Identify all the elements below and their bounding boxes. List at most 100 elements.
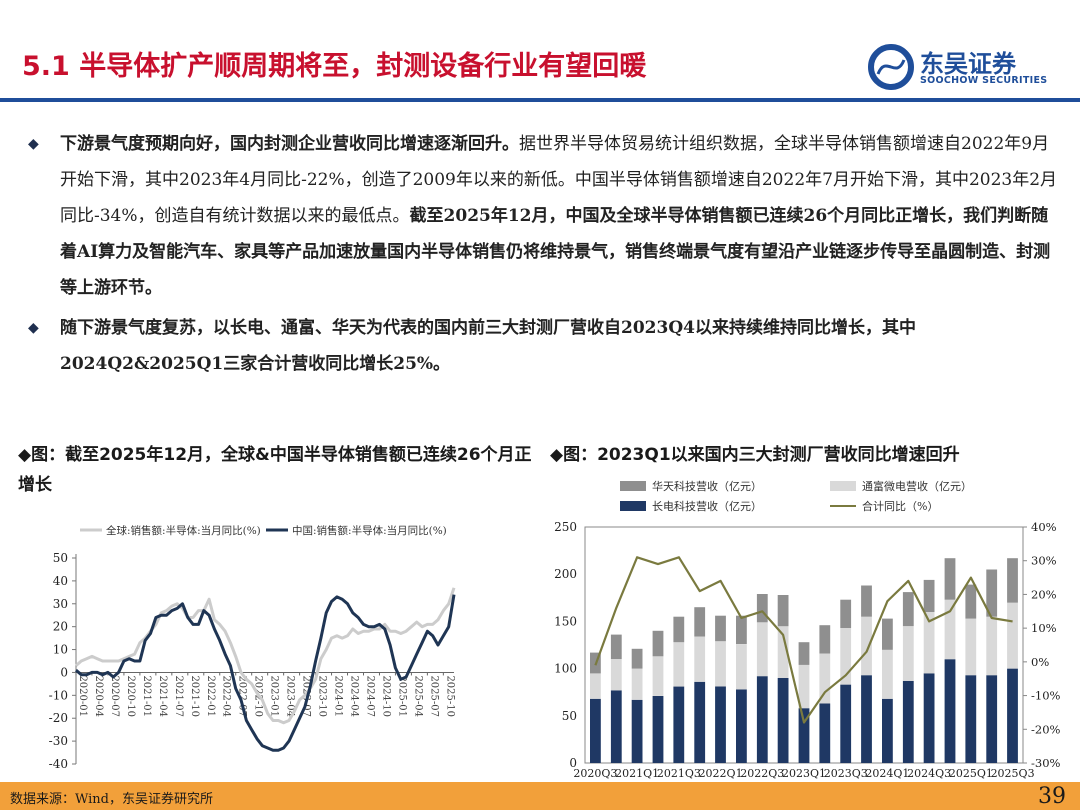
- y-tick-label: 30: [53, 597, 68, 611]
- x-tick-label: 2024Q1: [865, 767, 909, 780]
- bar-changdian: [652, 696, 664, 763]
- diamond-bullet-icon: ◆: [28, 136, 39, 152]
- x-tick-label: 2025-07: [428, 675, 439, 717]
- page-number: 39: [1038, 784, 1066, 809]
- source-note: 数据来源：Wind，东吴证券研究所: [10, 792, 213, 807]
- bar-changdian: [923, 673, 935, 763]
- bar-tongfu: [861, 616, 872, 676]
- x-tick-label: 2025-10: [444, 675, 455, 717]
- bar-tongfu: [965, 618, 977, 676]
- footer: 数据来源：Wind，东吴证券研究所 39: [0, 782, 1080, 810]
- y-tick-label: 50: [562, 709, 577, 723]
- logo-text: 东吴证券: [920, 50, 1016, 78]
- y2-tick-label: 10%: [1031, 621, 1057, 635]
- bar-tongfu: [819, 653, 831, 704]
- bar-changdian: [1007, 668, 1018, 763]
- x-tick-label: 2025-01: [396, 675, 407, 717]
- x-tick-label: 2022-01: [205, 675, 216, 717]
- x-tick-label: 2023-10: [317, 675, 328, 717]
- bar-tongfu: [736, 644, 747, 690]
- x-tick-label: 2020Q3: [573, 767, 617, 780]
- x-tick-label: 2023-07: [301, 675, 312, 717]
- x-tick-label: 2021Q3: [657, 767, 701, 780]
- bar-changdian: [736, 689, 747, 763]
- bar-tongfu: [756, 622, 768, 677]
- bar-changdian: [777, 678, 789, 763]
- bar-huatian: [840, 599, 852, 628]
- bar-huatian: [673, 616, 685, 643]
- x-tick-label: 2024-07: [364, 675, 375, 717]
- x-tick-label: 2025Q1: [949, 767, 993, 780]
- bar-huatian: [610, 634, 622, 660]
- bar-tongfu: [902, 626, 914, 681]
- bar-tongfu: [610, 659, 622, 691]
- bar-changdian: [986, 675, 998, 763]
- bar-tongfu: [777, 626, 789, 678]
- bar-changdian: [882, 698, 893, 763]
- series-line: [75, 594, 456, 752]
- bar-huatian: [756, 594, 768, 623]
- bar-changdian: [902, 680, 914, 763]
- chart-global-china-sales: -40 -30 -20 -10 0 10 20 30 40 50 2020-01 2020-04 202…: [49, 524, 456, 771]
- chart-caption-left: ◆图：截至2025年12月，全球&中国半导体销售额已连续26个月正增长: [18, 445, 532, 495]
- bar-tongfu: [652, 656, 664, 696]
- bar-changdian: [756, 676, 768, 763]
- bar-huatian: [736, 615, 747, 644]
- bar-changdian: [673, 686, 685, 763]
- bar-huatian: [694, 607, 706, 637]
- bar-changdian: [715, 686, 726, 763]
- y2-tick-label: 40%: [1031, 520, 1057, 534]
- diamond-bullet-icon: ◆: [28, 320, 39, 336]
- y-tick-label: 20: [53, 620, 68, 634]
- x-tick-label: 2025-04: [412, 675, 423, 717]
- bullet-item: ◆ 随下游景气度复苏，以长电、通富、华天为代表的国内前三大封测厂营收自2023Q…: [28, 310, 1058, 382]
- x-tick-label: 2020-07: [109, 675, 120, 717]
- x-tick-label: 2023-04: [285, 675, 296, 717]
- y-tick-label: 100: [554, 662, 577, 676]
- bar-tongfu: [590, 673, 601, 699]
- bar-huatian: [1007, 558, 1018, 603]
- legend-label: 合计同比（%）: [862, 499, 938, 513]
- bar-tongfu: [840, 628, 852, 685]
- x-tick-label: 2024-10: [380, 675, 391, 717]
- y-tick-label: 0: [60, 665, 68, 679]
- bar-tongfu: [944, 599, 956, 660]
- y2-tick-label: 20%: [1031, 587, 1057, 601]
- chart-osat-revenue: 0 50 100 150 200 250 -30% -20% -10% 0% 10% 20% 30% 40…: [554, 479, 1061, 780]
- bar-tongfu: [986, 616, 998, 676]
- legend-label: 华天科技营收（亿元）: [652, 479, 762, 493]
- x-tick-label: 2021-01: [141, 675, 152, 717]
- y-tick-label: -20: [49, 711, 68, 725]
- bar-changdian: [840, 684, 852, 763]
- bar-changdian: [631, 699, 643, 763]
- bar-huatian: [798, 642, 810, 665]
- x-tick-label: 2022-04: [221, 675, 232, 717]
- bar-changdian: [965, 675, 977, 763]
- y-tick-label: -30: [49, 734, 68, 748]
- bar-changdian: [610, 690, 622, 763]
- bar-changdian: [861, 675, 872, 763]
- y2-tick-label: -10%: [1031, 689, 1061, 703]
- bar-tongfu: [923, 612, 935, 674]
- bar-huatian: [923, 579, 935, 612]
- logo-subtext: SOOCHOW SECURITIES: [920, 75, 1048, 86]
- y2-tick-label: -30%: [1031, 756, 1061, 770]
- logo-mark-icon: [868, 44, 914, 90]
- bar-tongfu: [1007, 602, 1018, 669]
- y-tick-label: 0: [569, 756, 577, 770]
- bar-changdian: [819, 703, 831, 763]
- legend-swatch: [830, 481, 856, 491]
- bar-huatian: [631, 648, 643, 669]
- bar-tongfu: [715, 641, 726, 687]
- bar-huatian: [944, 558, 956, 600]
- x-tick-label: 2022Q1: [699, 767, 743, 780]
- x-tick-label: 2023-01: [269, 675, 280, 717]
- x-tick-label: 2024-04: [349, 675, 360, 717]
- x-tick-label: 2022-07: [237, 675, 248, 717]
- series-line: [75, 587, 456, 725]
- x-tick-label: 2021-07: [173, 675, 184, 717]
- y-tick-label: 150: [554, 614, 577, 628]
- y-tick-label: -10: [49, 688, 68, 702]
- x-tick-label: 2025Q3: [991, 767, 1035, 780]
- x-tick-label: 2022Q3: [740, 767, 784, 780]
